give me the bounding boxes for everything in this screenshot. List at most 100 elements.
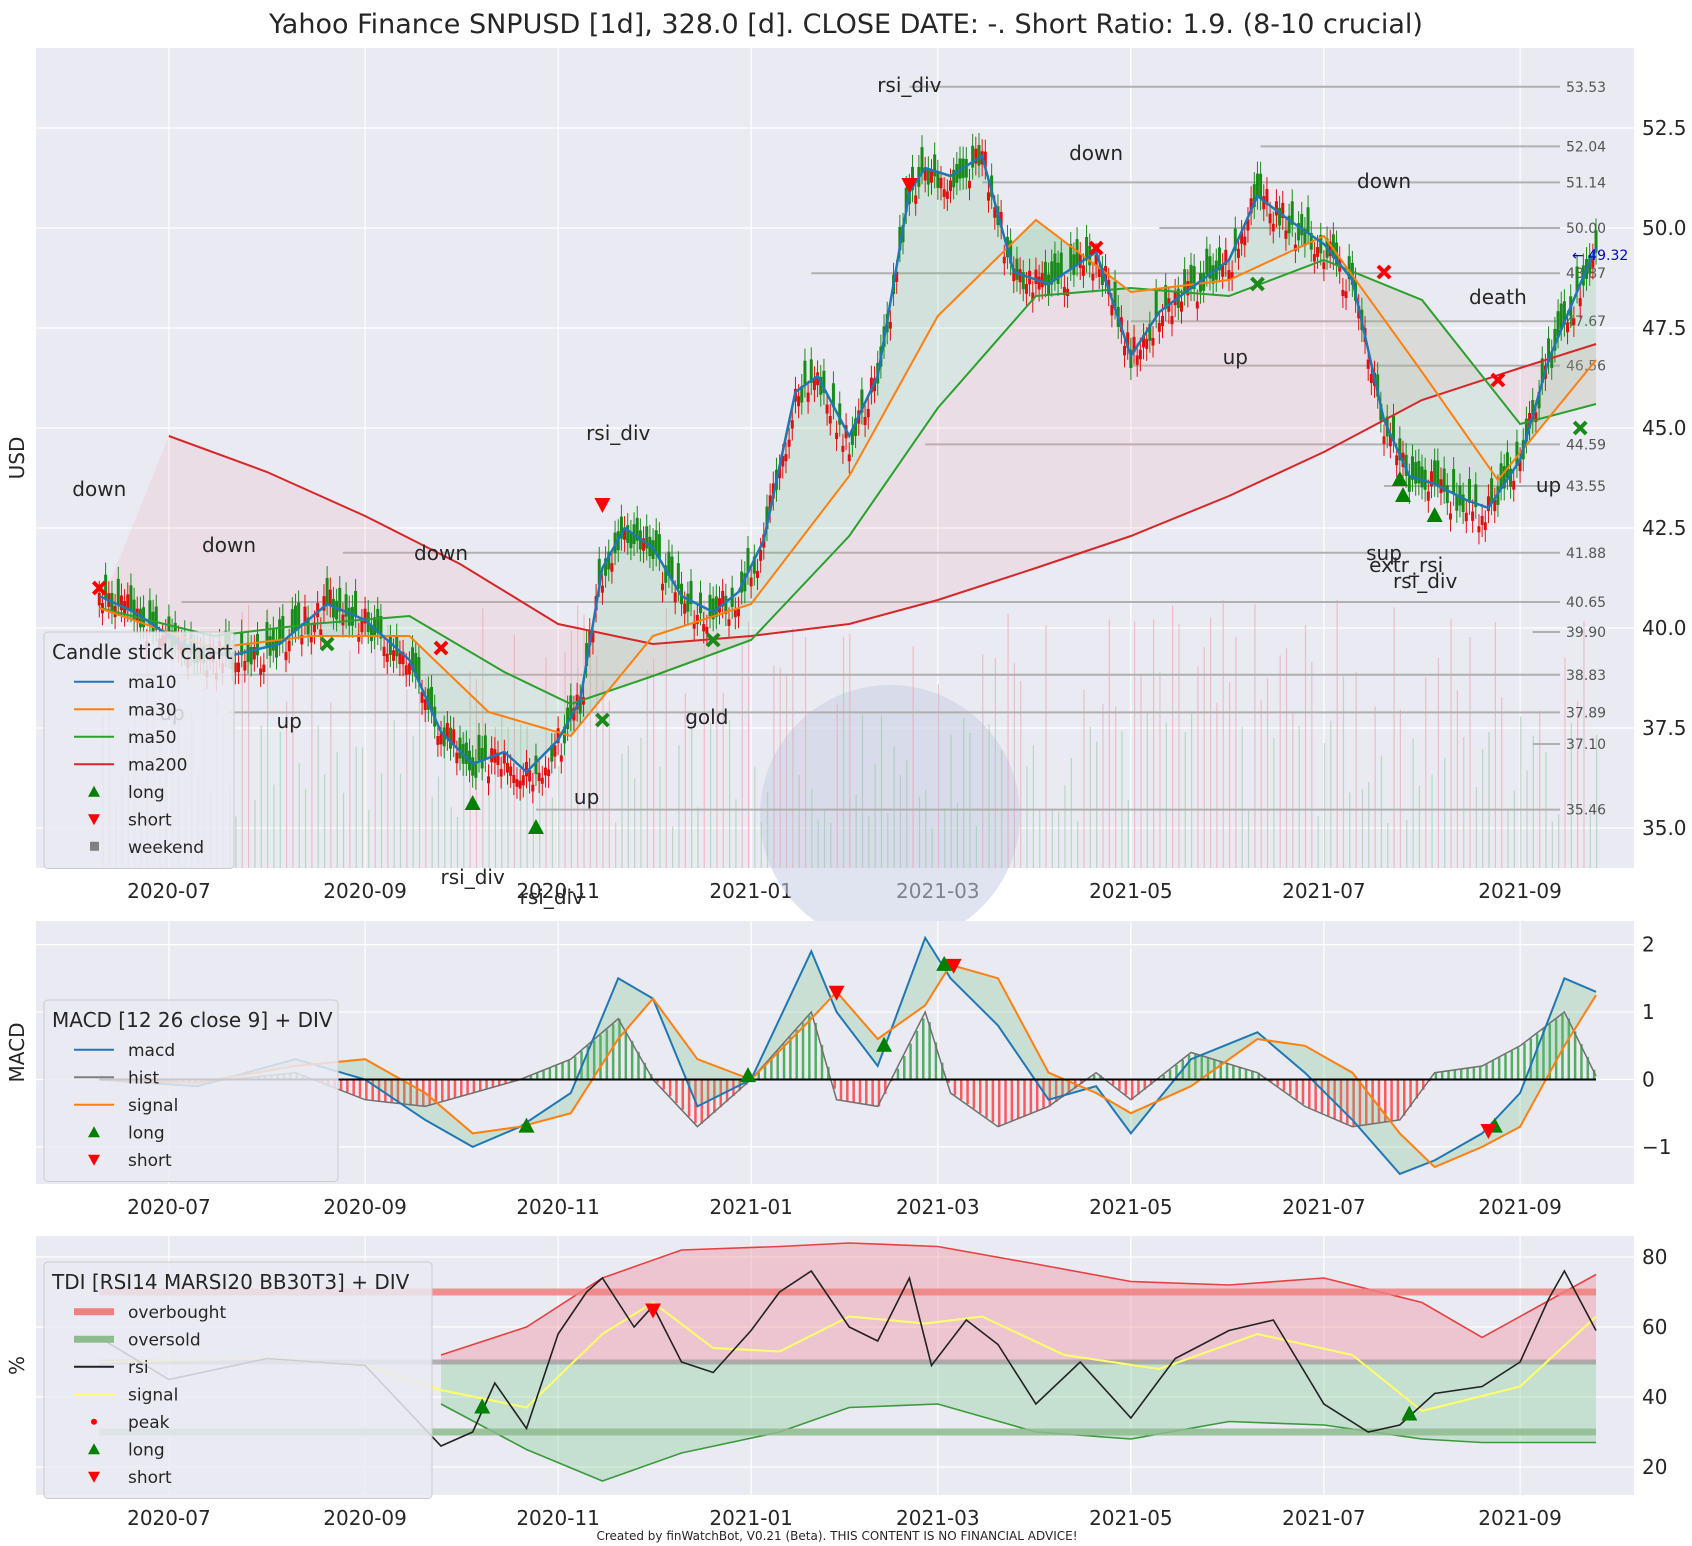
hist-bar bbox=[1168, 1069, 1172, 1080]
candle-body bbox=[1448, 513, 1452, 520]
x-tick-label: 2021-01 bbox=[709, 1506, 793, 1530]
candle-body bbox=[1319, 234, 1323, 254]
legend-title: TDI [RSI14 MARSI20 BB30T3] + DIV bbox=[51, 1270, 410, 1294]
volume-bar bbox=[1380, 755, 1383, 868]
hist-bar bbox=[1314, 1079, 1317, 1111]
candle-body bbox=[534, 755, 538, 775]
level-label: 37.10 bbox=[1566, 737, 1606, 753]
volume-bar bbox=[773, 665, 775, 868]
hist-bar bbox=[1542, 1028, 1545, 1080]
hist-bar bbox=[1257, 1072, 1260, 1080]
x-tick-label: 2021-07 bbox=[1282, 1506, 1366, 1530]
volume-bar bbox=[760, 822, 762, 868]
candle-body bbox=[895, 271, 899, 282]
volume-bar bbox=[1323, 743, 1326, 868]
cross-marker bbox=[705, 632, 721, 648]
candle-body bbox=[692, 622, 696, 629]
candle-body bbox=[673, 592, 677, 603]
volume-bar bbox=[1450, 619, 1452, 868]
candle-body bbox=[104, 574, 108, 600]
candle-body bbox=[445, 722, 449, 739]
volume-bar bbox=[1526, 770, 1528, 868]
volume-bar bbox=[1209, 617, 1212, 868]
candle-body bbox=[1442, 468, 1446, 492]
hist-bar bbox=[1187, 1054, 1191, 1080]
legend-box bbox=[43, 999, 339, 1182]
volume-bar bbox=[1026, 766, 1028, 868]
level-label: 51.14 bbox=[1566, 175, 1606, 191]
hist-bar bbox=[434, 1079, 438, 1104]
candle-body bbox=[1151, 338, 1155, 346]
candle-body bbox=[986, 192, 990, 201]
hist-bar bbox=[700, 1079, 704, 1124]
hist-bar bbox=[1327, 1079, 1330, 1116]
hist-bar bbox=[485, 1079, 488, 1090]
candle-body bbox=[869, 377, 873, 393]
candle-body bbox=[1081, 265, 1085, 276]
candle-body bbox=[816, 372, 820, 386]
volume-bar bbox=[1279, 655, 1281, 868]
volume-bar bbox=[982, 654, 984, 868]
y-tick-label: 37.5 bbox=[1642, 716, 1687, 740]
candle-body bbox=[1157, 322, 1161, 332]
candle-body bbox=[499, 768, 503, 777]
candle-body bbox=[1192, 266, 1196, 290]
hist-bar bbox=[820, 1044, 824, 1080]
volume-bar bbox=[640, 737, 642, 868]
candle-body bbox=[939, 177, 943, 189]
x-tick-label: 2021-09 bbox=[1478, 879, 1562, 903]
cross-marker bbox=[91, 580, 107, 596]
candle-body bbox=[999, 211, 1003, 228]
hist-bar bbox=[1320, 1079, 1324, 1114]
hist-bar bbox=[1282, 1079, 1286, 1091]
candle-body bbox=[1265, 189, 1269, 205]
volume-bar bbox=[323, 774, 326, 868]
x-tick-label: 2021-07 bbox=[1282, 879, 1366, 903]
volume-bar bbox=[615, 822, 617, 868]
volume-bar bbox=[532, 767, 535, 868]
candle-body bbox=[1591, 255, 1595, 268]
long-marker bbox=[876, 1036, 893, 1052]
legend-label: hist bbox=[128, 1068, 159, 1088]
candle-body bbox=[629, 531, 633, 549]
hist-bar bbox=[915, 1030, 919, 1080]
candle-body bbox=[689, 581, 693, 605]
candle-body bbox=[1398, 438, 1402, 461]
candle-body bbox=[1547, 338, 1551, 363]
volume-bar bbox=[956, 802, 959, 868]
hist-bar bbox=[542, 1070, 545, 1080]
candle-body bbox=[1341, 289, 1345, 296]
candle-body bbox=[604, 558, 608, 576]
candle-body bbox=[423, 699, 427, 711]
volume-bar bbox=[456, 817, 459, 868]
volume-bar bbox=[969, 732, 971, 868]
candle-body bbox=[721, 590, 725, 607]
candle-body bbox=[809, 359, 813, 383]
candle-body bbox=[458, 737, 462, 759]
hist-bar bbox=[1149, 1079, 1153, 1085]
level-label: 52.04 bbox=[1566, 139, 1606, 155]
volume-bar bbox=[1146, 713, 1148, 868]
volume-bar bbox=[507, 727, 509, 868]
volume-bar bbox=[1425, 676, 1427, 868]
volume-bar bbox=[899, 775, 902, 868]
volume-bar bbox=[1304, 625, 1307, 868]
volume-bar bbox=[627, 745, 629, 868]
candle-body bbox=[708, 594, 712, 617]
hist-bar bbox=[630, 1040, 634, 1080]
volume-bar bbox=[823, 809, 826, 868]
volume-bar bbox=[1172, 605, 1174, 868]
candle-body bbox=[1034, 269, 1038, 284]
volume-bar bbox=[399, 773, 402, 868]
candle-body bbox=[126, 594, 130, 611]
volume-bar bbox=[950, 735, 952, 868]
x-tick-label: 2021-03 bbox=[896, 1506, 980, 1530]
hist-bar bbox=[377, 1079, 381, 1102]
hist-bar bbox=[858, 1079, 862, 1104]
volume-bar bbox=[1349, 792, 1351, 868]
candle-body bbox=[1562, 301, 1566, 325]
candle-body bbox=[1217, 247, 1221, 271]
annotation-label: down bbox=[414, 541, 468, 565]
volume-bar bbox=[1532, 735, 1534, 868]
hist-bar bbox=[1466, 1068, 1469, 1080]
